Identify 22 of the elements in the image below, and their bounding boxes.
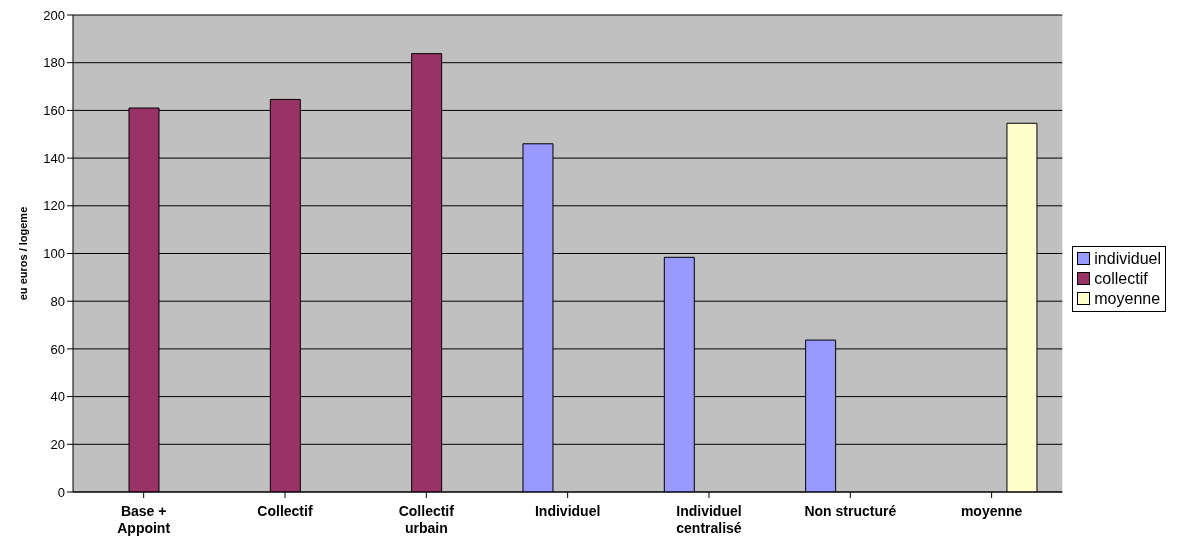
x-tick-label: Collectif urbain (398, 503, 455, 536)
y-tick-label: 80 (50, 293, 65, 309)
y-tick-label: 120 (43, 198, 65, 214)
y-tick-label: 0 (57, 484, 65, 500)
x-tick-label: Non structuré (804, 503, 897, 519)
x-tick-label: moyenne (960, 503, 1023, 519)
y-tick-label: 180 (43, 55, 65, 71)
legend-label: individuel (1094, 248, 1161, 269)
y-tick-label: 20 (50, 436, 65, 452)
y-axis-title: eu euros / logeme (16, 206, 29, 301)
y-tick-label: 160 (43, 103, 65, 119)
x-tick-label: Collectif (257, 503, 313, 519)
y-tick-label: 100 (43, 246, 65, 262)
y-tick-label: 200 (43, 7, 65, 23)
y-tick-label: 60 (50, 341, 65, 357)
x-tick-label: Individuel centralisé (676, 503, 742, 536)
x-tick-label: Individuel (534, 503, 601, 519)
x-tick-label: Base + Appoint (117, 503, 171, 536)
legend-label: moyenne (1094, 288, 1161, 309)
legend-label: collectif (1094, 268, 1148, 289)
y-tick-label: 140 (43, 150, 65, 166)
y-tick-label: 40 (50, 389, 65, 405)
